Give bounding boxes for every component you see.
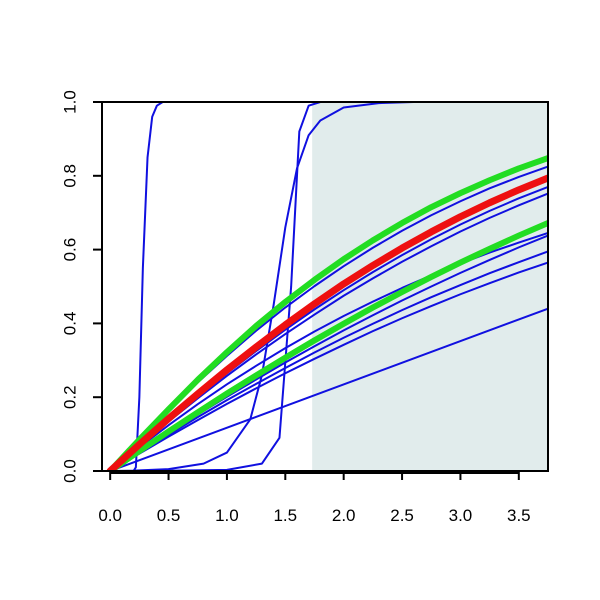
y-tick-label: 0.0 bbox=[61, 459, 80, 483]
series-layer bbox=[106, 102, 548, 471]
y-tick-label: 0.8 bbox=[61, 164, 80, 188]
x-tick-label: 1.5 bbox=[273, 506, 297, 525]
series-line-red-14 bbox=[106, 174, 548, 471]
x-tick-label: 3.0 bbox=[449, 506, 473, 525]
plot-frame bbox=[101, 101, 549, 472]
y-tick-label: 1.0 bbox=[61, 90, 80, 114]
series-line-green-13 bbox=[107, 220, 548, 471]
axis-layer: 0.0 0.5 1.0 1.5 2.0 2.5 3.0 3.5 0.0 0.2 0.4 0.6 0.8 1… bbox=[61, 90, 549, 525]
y-tick-label: 0.6 bbox=[61, 238, 80, 262]
series-line-blue-9 bbox=[109, 250, 548, 471]
series-line-green-12 bbox=[107, 155, 548, 471]
series-line-blue-11 bbox=[109, 307, 548, 471]
y-tick-label: 0.4 bbox=[61, 312, 80, 336]
series-line-blue-1 bbox=[109, 102, 548, 471]
y-tick-label: 0.2 bbox=[61, 385, 80, 409]
x-tick-label: 2.5 bbox=[390, 506, 414, 525]
x-tick-label: 0.0 bbox=[98, 506, 122, 525]
x-tick-label: 3.5 bbox=[507, 506, 531, 525]
series-line-blue-10 bbox=[109, 261, 548, 471]
x-tick-label: 0.5 bbox=[157, 506, 181, 525]
x-tick-label: 2.0 bbox=[332, 506, 356, 525]
x-tick-label: 1.0 bbox=[215, 506, 239, 525]
